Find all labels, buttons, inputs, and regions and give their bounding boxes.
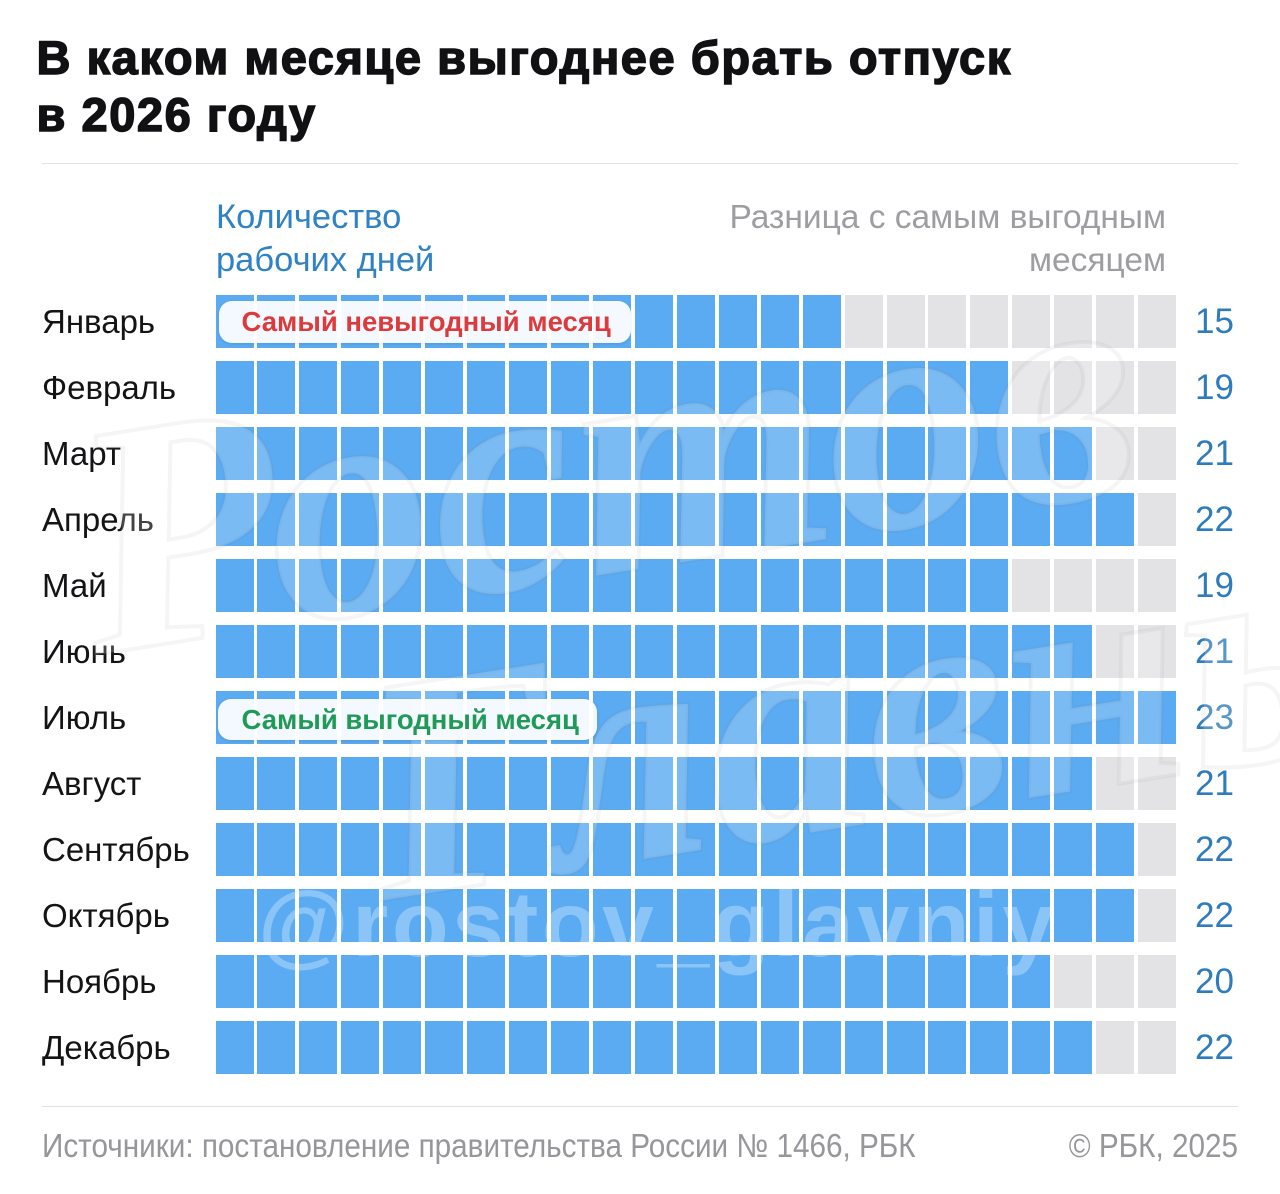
- svg-text:@rostov_glavniy: @rostov_glavniy: [258, 872, 1058, 976]
